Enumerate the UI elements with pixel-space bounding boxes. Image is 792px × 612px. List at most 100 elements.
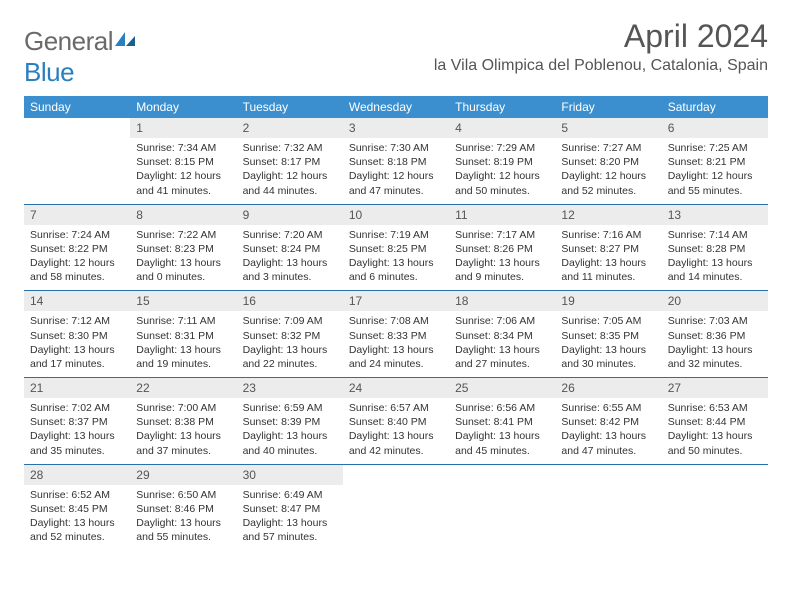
day-body: Sunrise: 7:02 AMSunset: 8:37 PMDaylight:… bbox=[24, 398, 130, 464]
day-number: 14 bbox=[24, 291, 130, 311]
weekday-header: Monday bbox=[130, 96, 236, 118]
day-body: Sunrise: 7:05 AMSunset: 8:35 PMDaylight:… bbox=[555, 311, 661, 377]
logo: General Blue bbox=[24, 24, 137, 88]
calendar-cell: 19Sunrise: 7:05 AMSunset: 8:35 PMDayligh… bbox=[555, 291, 661, 378]
calendar-cell: 10Sunrise: 7:19 AMSunset: 8:25 PMDayligh… bbox=[343, 204, 449, 291]
day-number: 5 bbox=[555, 118, 661, 138]
calendar-cell: 25Sunrise: 6:56 AMSunset: 8:41 PMDayligh… bbox=[449, 378, 555, 465]
calendar-cell: 6Sunrise: 7:25 AMSunset: 8:21 PMDaylight… bbox=[662, 118, 768, 204]
day-number: 20 bbox=[662, 291, 768, 311]
calendar-row: 28Sunrise: 6:52 AMSunset: 8:45 PMDayligh… bbox=[24, 464, 768, 550]
weekday-header: Thursday bbox=[449, 96, 555, 118]
day-number: 17 bbox=[343, 291, 449, 311]
calendar-cell: 4Sunrise: 7:29 AMSunset: 8:19 PMDaylight… bbox=[449, 118, 555, 204]
location: la Vila Olimpica del Poblenou, Catalonia… bbox=[434, 57, 768, 75]
day-number: 21 bbox=[24, 378, 130, 398]
logo-sail-icon bbox=[115, 26, 137, 57]
day-number: 10 bbox=[343, 205, 449, 225]
calendar-cell: 15Sunrise: 7:11 AMSunset: 8:31 PMDayligh… bbox=[130, 291, 236, 378]
day-body: Sunrise: 6:50 AMSunset: 8:46 PMDaylight:… bbox=[130, 485, 236, 551]
day-body: Sunrise: 7:00 AMSunset: 8:38 PMDaylight:… bbox=[130, 398, 236, 464]
day-body: Sunrise: 7:17 AMSunset: 8:26 PMDaylight:… bbox=[449, 225, 555, 291]
logo-blue: Blue bbox=[24, 57, 74, 87]
day-number: 8 bbox=[130, 205, 236, 225]
day-number: 13 bbox=[662, 205, 768, 225]
calendar-cell bbox=[24, 118, 130, 204]
day-number: 12 bbox=[555, 205, 661, 225]
day-body: Sunrise: 6:53 AMSunset: 8:44 PMDaylight:… bbox=[662, 398, 768, 464]
day-body: Sunrise: 7:11 AMSunset: 8:31 PMDaylight:… bbox=[130, 311, 236, 377]
day-body: Sunrise: 7:12 AMSunset: 8:30 PMDaylight:… bbox=[24, 311, 130, 377]
calendar-cell: 29Sunrise: 6:50 AMSunset: 8:46 PMDayligh… bbox=[130, 464, 236, 550]
title-block: April 2024 la Vila Olimpica del Poblenou… bbox=[434, 18, 768, 75]
day-number: 11 bbox=[449, 205, 555, 225]
day-body: Sunrise: 6:56 AMSunset: 8:41 PMDaylight:… bbox=[449, 398, 555, 464]
calendar-cell: 26Sunrise: 6:55 AMSunset: 8:42 PMDayligh… bbox=[555, 378, 661, 465]
day-body: Sunrise: 7:24 AMSunset: 8:22 PMDaylight:… bbox=[24, 225, 130, 291]
calendar-cell: 24Sunrise: 6:57 AMSunset: 8:40 PMDayligh… bbox=[343, 378, 449, 465]
calendar-cell: 12Sunrise: 7:16 AMSunset: 8:27 PMDayligh… bbox=[555, 204, 661, 291]
day-number: 6 bbox=[662, 118, 768, 138]
day-number: 22 bbox=[130, 378, 236, 398]
day-body: Sunrise: 6:55 AMSunset: 8:42 PMDaylight:… bbox=[555, 398, 661, 464]
calendar-cell: 3Sunrise: 7:30 AMSunset: 8:18 PMDaylight… bbox=[343, 118, 449, 204]
day-body: Sunrise: 7:19 AMSunset: 8:25 PMDaylight:… bbox=[343, 225, 449, 291]
day-number: 3 bbox=[343, 118, 449, 138]
calendar-cell: 2Sunrise: 7:32 AMSunset: 8:17 PMDaylight… bbox=[237, 118, 343, 204]
day-body: Sunrise: 7:08 AMSunset: 8:33 PMDaylight:… bbox=[343, 311, 449, 377]
calendar-head: SundayMondayTuesdayWednesdayThursdayFrid… bbox=[24, 96, 768, 118]
calendar-body: 1Sunrise: 7:34 AMSunset: 8:15 PMDaylight… bbox=[24, 118, 768, 550]
header: General Blue April 2024 la Vila Olimpica… bbox=[24, 18, 768, 88]
day-number: 25 bbox=[449, 378, 555, 398]
logo-text: General Blue bbox=[24, 24, 137, 88]
day-body: Sunrise: 7:09 AMSunset: 8:32 PMDaylight:… bbox=[237, 311, 343, 377]
calendar-cell: 9Sunrise: 7:20 AMSunset: 8:24 PMDaylight… bbox=[237, 204, 343, 291]
calendar-cell: 22Sunrise: 7:00 AMSunset: 8:38 PMDayligh… bbox=[130, 378, 236, 465]
day-body: Sunrise: 7:03 AMSunset: 8:36 PMDaylight:… bbox=[662, 311, 768, 377]
day-body: Sunrise: 7:14 AMSunset: 8:28 PMDaylight:… bbox=[662, 225, 768, 291]
calendar-cell: 7Sunrise: 7:24 AMSunset: 8:22 PMDaylight… bbox=[24, 204, 130, 291]
day-number: 18 bbox=[449, 291, 555, 311]
month-title: April 2024 bbox=[434, 18, 768, 55]
calendar-row: 7Sunrise: 7:24 AMSunset: 8:22 PMDaylight… bbox=[24, 204, 768, 291]
day-body: Sunrise: 6:57 AMSunset: 8:40 PMDaylight:… bbox=[343, 398, 449, 464]
day-number: 23 bbox=[237, 378, 343, 398]
calendar-cell: 17Sunrise: 7:08 AMSunset: 8:33 PMDayligh… bbox=[343, 291, 449, 378]
calendar-cell: 18Sunrise: 7:06 AMSunset: 8:34 PMDayligh… bbox=[449, 291, 555, 378]
calendar-cell bbox=[555, 464, 661, 550]
day-number: 27 bbox=[662, 378, 768, 398]
calendar-cell: 5Sunrise: 7:27 AMSunset: 8:20 PMDaylight… bbox=[555, 118, 661, 204]
weekday-header: Saturday bbox=[662, 96, 768, 118]
calendar-cell: 20Sunrise: 7:03 AMSunset: 8:36 PMDayligh… bbox=[662, 291, 768, 378]
calendar-cell bbox=[662, 464, 768, 550]
calendar-cell bbox=[449, 464, 555, 550]
day-number: 24 bbox=[343, 378, 449, 398]
day-body: Sunrise: 7:27 AMSunset: 8:20 PMDaylight:… bbox=[555, 138, 661, 204]
day-body: Sunrise: 7:34 AMSunset: 8:15 PMDaylight:… bbox=[130, 138, 236, 204]
day-body: Sunrise: 6:59 AMSunset: 8:39 PMDaylight:… bbox=[237, 398, 343, 464]
weekday-header: Sunday bbox=[24, 96, 130, 118]
day-number: 1 bbox=[130, 118, 236, 138]
calendar-cell: 1Sunrise: 7:34 AMSunset: 8:15 PMDaylight… bbox=[130, 118, 236, 204]
calendar-cell bbox=[343, 464, 449, 550]
day-number: 2 bbox=[237, 118, 343, 138]
day-number: 28 bbox=[24, 465, 130, 485]
calendar-cell: 8Sunrise: 7:22 AMSunset: 8:23 PMDaylight… bbox=[130, 204, 236, 291]
calendar-row: 21Sunrise: 7:02 AMSunset: 8:37 PMDayligh… bbox=[24, 378, 768, 465]
weekday-header: Tuesday bbox=[237, 96, 343, 118]
calendar-cell: 13Sunrise: 7:14 AMSunset: 8:28 PMDayligh… bbox=[662, 204, 768, 291]
day-body: Sunrise: 7:29 AMSunset: 8:19 PMDaylight:… bbox=[449, 138, 555, 204]
weekday-header: Wednesday bbox=[343, 96, 449, 118]
day-body: Sunrise: 6:52 AMSunset: 8:45 PMDaylight:… bbox=[24, 485, 130, 551]
weekday-row: SundayMondayTuesdayWednesdayThursdayFrid… bbox=[24, 96, 768, 118]
day-number: 29 bbox=[130, 465, 236, 485]
day-number: 16 bbox=[237, 291, 343, 311]
calendar-cell: 16Sunrise: 7:09 AMSunset: 8:32 PMDayligh… bbox=[237, 291, 343, 378]
calendar-cell: 28Sunrise: 6:52 AMSunset: 8:45 PMDayligh… bbox=[24, 464, 130, 550]
day-body: Sunrise: 7:30 AMSunset: 8:18 PMDaylight:… bbox=[343, 138, 449, 204]
calendar-cell: 11Sunrise: 7:17 AMSunset: 8:26 PMDayligh… bbox=[449, 204, 555, 291]
calendar-cell: 14Sunrise: 7:12 AMSunset: 8:30 PMDayligh… bbox=[24, 291, 130, 378]
logo-general: General bbox=[24, 26, 113, 56]
day-body: Sunrise: 7:16 AMSunset: 8:27 PMDaylight:… bbox=[555, 225, 661, 291]
day-body: Sunrise: 7:22 AMSunset: 8:23 PMDaylight:… bbox=[130, 225, 236, 291]
